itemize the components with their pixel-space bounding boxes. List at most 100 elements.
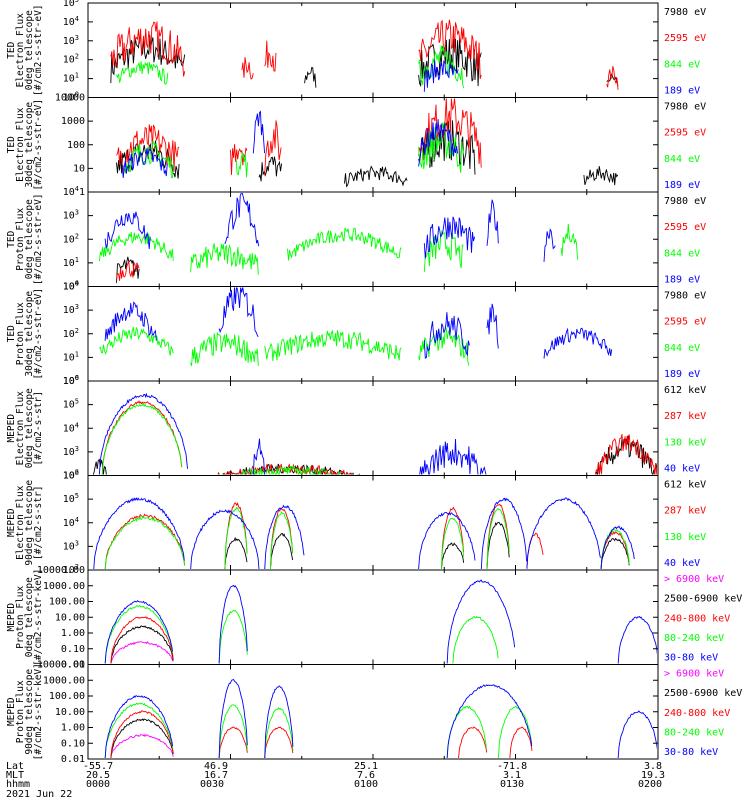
legend-entry: 130 keV: [664, 437, 706, 448]
x-tick-mlt-1: 16.7: [204, 770, 229, 781]
panel-frame-6: [87, 569, 659, 665]
x-tick-hhmm-4: 0200: [638, 779, 663, 790]
y-tick-label: 104: [63, 185, 79, 198]
x-tick-lat-1: 46.9: [204, 761, 229, 772]
y-axis-label-line: Electron Flux: [15, 107, 26, 182]
y-tick-label: 103: [63, 303, 79, 316]
legend-entry: 844 eV: [664, 154, 700, 165]
series-line-30-80-kev: [104, 579, 657, 664]
y-axis-label-line: 30deg telescope: [24, 102, 35, 188]
y-tick-label: 104: [63, 516, 79, 529]
y-tick-label: 103: [63, 445, 79, 458]
series-line-2500-6900-kev: [110, 718, 174, 758]
x-row-label-hhmm: hhmm: [6, 779, 31, 790]
legend-entry: 189 eV: [664, 369, 700, 380]
y-axis-label-line: [#/cm2-s-str-keV]: [33, 663, 44, 760]
x-tick-hhmm-2: 0100: [354, 779, 379, 790]
panel-frame-0: [87, 2, 659, 98]
y-axis-label-line: [#/cm2-s-str-eV]: [33, 288, 44, 380]
y-tick-label: 1.00: [61, 628, 85, 639]
y-tick-label: 104: [63, 15, 79, 28]
y-tick-label: 105: [63, 0, 79, 9]
y-tick-label: 100.00: [49, 597, 85, 608]
series-line-30-80-kev: [104, 678, 657, 758]
legend-entry: 2595 eV: [664, 222, 706, 233]
y-axis-label-line: MEPED: [6, 508, 17, 537]
x-tick-mlt-0: 20.5: [86, 770, 111, 781]
y-tick-label: 1: [79, 187, 85, 198]
y-tick-label: 103: [63, 539, 79, 552]
legend-entry: 844 eV: [664, 343, 700, 354]
series-line-189-ev: [104, 193, 556, 262]
y-tick-label: 101: [63, 350, 79, 363]
legend-entry: 40 keV: [664, 464, 700, 475]
y-axis-label-line: [#/cm2-s-str-keV]: [33, 569, 44, 666]
series-line--6900-kev: [110, 641, 174, 664]
series-line-40-kev: [93, 497, 635, 569]
y-tick-label: 105: [63, 398, 79, 411]
series-line-189-ev: [423, 60, 459, 92]
series-line-612-kev: [224, 521, 630, 569]
panel-frame-5: [87, 475, 659, 571]
y-tick-label: 10000: [55, 93, 85, 104]
legend-entry: 7980 eV: [664, 291, 706, 302]
y-axis-label-line: [#/cm2-s-str]: [33, 391, 44, 465]
series-line-844-ev: [116, 45, 465, 89]
y-tick-label: 101: [63, 256, 79, 269]
legend-entry: 844 eV: [664, 248, 700, 259]
series-line-612-kev: [92, 435, 657, 475]
y-axis-label-line: 0deg telescope: [24, 199, 35, 279]
y-axis-label-line: 0deg telescope: [24, 577, 35, 657]
y-tick-label: 102: [63, 327, 79, 340]
series-line-7980-ev: [116, 120, 619, 188]
legend-entry: 2500-6900 keV: [664, 688, 742, 699]
y-tick-label: 1.00: [61, 723, 85, 734]
y-tick-label: 100: [67, 140, 85, 151]
series-line--6900-kev: [110, 733, 174, 758]
series-line-844-ev: [99, 325, 470, 367]
x-row-label-mlt: MLT: [6, 770, 25, 781]
y-axis-label-line: TED: [6, 325, 17, 342]
legend-entry: 2595 eV: [664, 33, 706, 44]
y-tick-label: 100.00: [49, 691, 85, 702]
series-line-287-kev: [101, 400, 657, 475]
series-line-2595-ev: [110, 19, 619, 90]
legend-entry: 30-80 keV: [664, 747, 718, 758]
y-axis-label-line: Proton Flux: [15, 208, 26, 271]
y-axis-label-line: 90deg telescope: [24, 480, 35, 566]
y-axis-label-line: [#/cm2-s-str-eV]: [33, 99, 44, 191]
series-line-189-ev: [104, 287, 613, 359]
legend-entry: 7980 eV: [664, 196, 706, 207]
legend-entry: 40 keV: [664, 558, 700, 569]
legend-entry: 189 eV: [664, 180, 700, 191]
y-axis-label-line: Proton Flux: [15, 680, 26, 743]
legend-entry: 7980 eV: [664, 102, 706, 113]
series-line-7980-ev: [110, 35, 619, 88]
y-tick-label: 10.00: [55, 707, 85, 718]
x-tick-hhmm-1: 0030: [200, 779, 225, 790]
legend-entry: 189 eV: [664, 275, 700, 286]
x-tick-mlt-3: 3.1: [503, 770, 522, 781]
series-line-287-kev: [104, 501, 630, 569]
legend-entry: 2595 eV: [664, 128, 706, 139]
y-axis-label-line: TED: [6, 136, 17, 153]
y-axis-label-line: 0deg telescope: [24, 388, 35, 468]
panel-frame-2: [87, 191, 659, 287]
legend-entry: 612 keV: [664, 385, 706, 396]
y-tick-label: 106: [63, 374, 79, 387]
y-tick-label: 101: [63, 72, 79, 85]
panel-frame-7: [87, 664, 659, 760]
series-line-189-ev: [121, 110, 459, 178]
y-axis-label-line: TED: [6, 230, 17, 247]
y-tick-label: 104: [63, 421, 79, 434]
y-axis-label-line: Proton Flux: [15, 586, 26, 649]
x-tick-lat-0: -55.7: [83, 761, 114, 772]
panel-frame-4: [87, 380, 659, 476]
series-line-130-kev: [104, 506, 630, 569]
y-tick-label: 102: [63, 53, 79, 66]
y-tick-label: 10.00: [55, 612, 85, 623]
series-line-80-240-kev: [104, 702, 533, 758]
series-line-240-800-kev: [110, 710, 533, 758]
legend-entry: > 6900 keV: [664, 669, 724, 680]
y-axis-label-line: Proton Flux: [15, 302, 26, 365]
